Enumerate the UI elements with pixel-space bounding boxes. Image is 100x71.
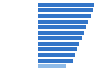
Bar bbox=[38, 42, 79, 46]
Bar bbox=[38, 31, 84, 35]
Bar bbox=[38, 64, 66, 68]
Bar bbox=[38, 8, 93, 12]
Bar bbox=[38, 3, 94, 7]
Bar bbox=[38, 25, 86, 29]
Bar bbox=[38, 47, 77, 51]
Bar bbox=[38, 53, 75, 57]
Bar bbox=[38, 14, 90, 18]
Bar bbox=[38, 20, 88, 24]
Bar bbox=[38, 36, 82, 40]
Bar bbox=[38, 59, 72, 63]
